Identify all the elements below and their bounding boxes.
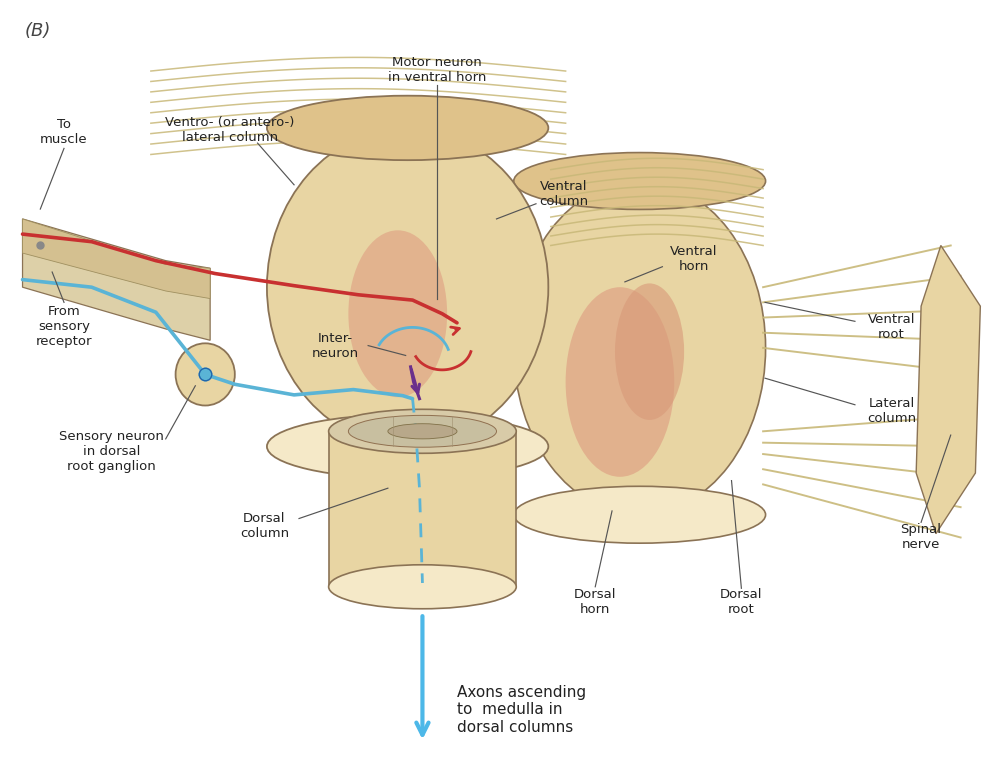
Polygon shape	[23, 219, 211, 299]
Text: From
sensory
receptor: From sensory receptor	[36, 305, 92, 348]
Ellipse shape	[513, 487, 766, 543]
Ellipse shape	[176, 343, 234, 406]
Text: Ventral
column: Ventral column	[539, 180, 588, 208]
Ellipse shape	[566, 287, 674, 477]
Text: Spinal
nerve: Spinal nerve	[901, 523, 941, 552]
Ellipse shape	[513, 153, 766, 209]
Text: Dorsal
column: Dorsal column	[240, 512, 289, 540]
Text: Sensory neuron
in dorsal
root ganglion: Sensory neuron in dorsal root ganglion	[59, 430, 164, 473]
Ellipse shape	[329, 565, 516, 609]
Polygon shape	[23, 219, 211, 340]
Text: Dorsal
root: Dorsal root	[720, 588, 763, 616]
Text: Axons ascending
to  medulla in
dorsal columns: Axons ascending to medulla in dorsal col…	[457, 685, 586, 734]
Text: Motor neuron
in ventral horn: Motor neuron in ventral horn	[388, 56, 487, 83]
Text: Ventral
horn: Ventral horn	[670, 245, 718, 274]
Text: Inter-
neuron: Inter- neuron	[312, 332, 359, 360]
Polygon shape	[329, 432, 516, 587]
Ellipse shape	[329, 410, 516, 453]
Ellipse shape	[388, 424, 457, 439]
Ellipse shape	[267, 414, 548, 479]
Text: Lateral
column: Lateral column	[867, 397, 916, 425]
Text: Ventro- (or antero-)
lateral column: Ventro- (or antero-) lateral column	[165, 116, 295, 144]
Ellipse shape	[349, 230, 447, 397]
Ellipse shape	[615, 283, 684, 420]
Text: To
muscle: To muscle	[40, 118, 87, 146]
Text: Ventral
root: Ventral root	[868, 313, 916, 342]
Text: Dorsal
horn: Dorsal horn	[574, 588, 617, 616]
Ellipse shape	[267, 128, 548, 446]
Ellipse shape	[513, 181, 766, 515]
Ellipse shape	[267, 96, 548, 160]
Ellipse shape	[349, 416, 496, 447]
Text: (B): (B)	[25, 21, 51, 40]
Polygon shape	[917, 245, 980, 534]
